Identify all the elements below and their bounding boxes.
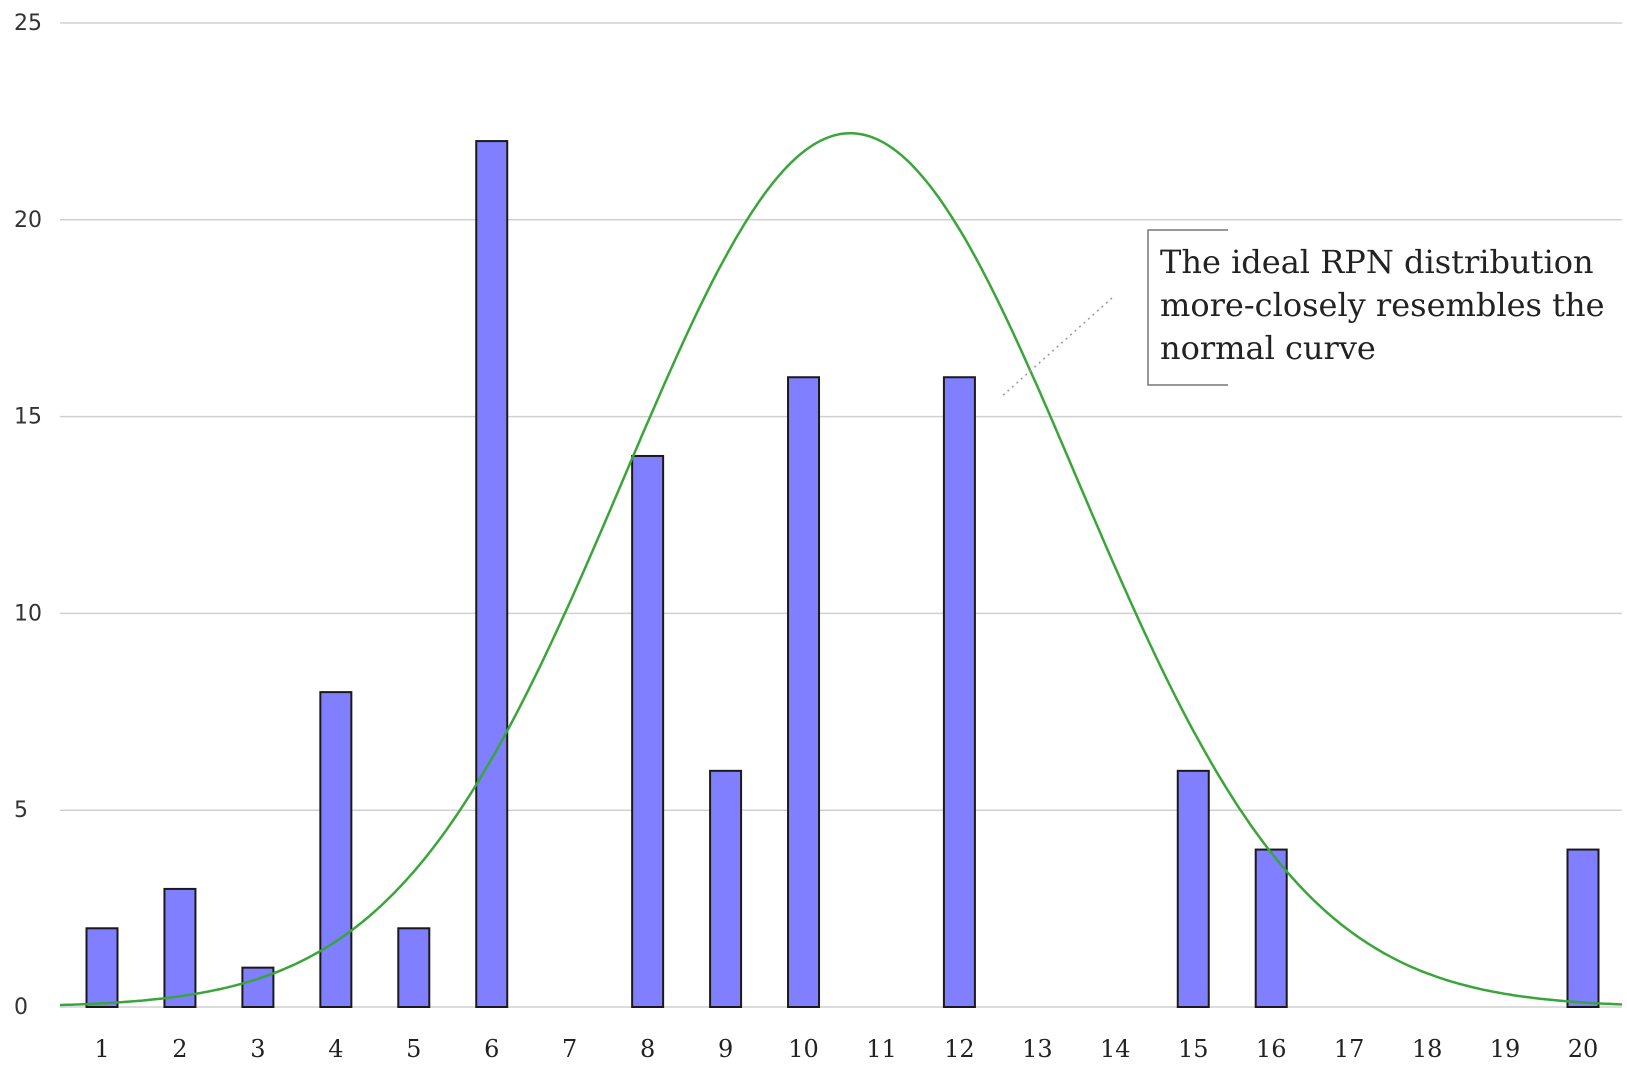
annotation-leader-line xyxy=(999,297,1113,399)
x-tick-label: 3 xyxy=(250,1035,265,1063)
bar xyxy=(709,769,743,1009)
bar xyxy=(163,887,197,1008)
bar xyxy=(1566,848,1600,1008)
normal-curve xyxy=(59,131,1623,1007)
bar xyxy=(1176,769,1210,1009)
x-tick-label: 18 xyxy=(1412,1035,1443,1063)
y-tick-label: 20 xyxy=(14,208,42,233)
x-tick-label: 7 xyxy=(562,1035,577,1063)
annotation-line-1: The ideal RPN distribution xyxy=(1160,243,1594,281)
y-tick-label: 0 xyxy=(14,995,28,1020)
bar xyxy=(85,927,119,1009)
x-tick-label: 15 xyxy=(1178,1035,1209,1063)
bar xyxy=(241,966,275,1009)
x-tick-label: 8 xyxy=(640,1035,655,1063)
x-tick-label: 13 xyxy=(1022,1035,1053,1063)
x-tick-label: 2 xyxy=(172,1035,187,1063)
bar xyxy=(1254,848,1288,1008)
gridlines xyxy=(60,22,1622,1008)
x-tick-label: 16 xyxy=(1256,1035,1287,1063)
x-tick-label: 19 xyxy=(1490,1035,1521,1063)
x-tick-label: 10 xyxy=(788,1035,819,1063)
bar xyxy=(319,691,353,1008)
x-tick-label: 1 xyxy=(94,1035,109,1063)
y-tick-label: 10 xyxy=(14,601,42,626)
bar xyxy=(475,140,509,1008)
y-tick-label: 25 xyxy=(14,11,42,36)
x-tick-label: 14 xyxy=(1100,1035,1131,1063)
annotation-line-3: normal curve xyxy=(1160,329,1376,367)
bar xyxy=(942,376,976,1008)
x-tick-label: 12 xyxy=(944,1035,975,1063)
y-tick-label: 15 xyxy=(14,405,42,430)
bar xyxy=(631,454,665,1008)
y-tick-label: 5 xyxy=(14,798,28,823)
x-tick-label: 17 xyxy=(1334,1035,1365,1063)
x-tick-label: 9 xyxy=(718,1035,733,1063)
bars xyxy=(85,140,1600,1009)
x-tick-label: 4 xyxy=(328,1035,343,1063)
bar xyxy=(397,927,431,1009)
x-tick-label: 20 xyxy=(1568,1035,1599,1063)
x-tick-label: 11 xyxy=(866,1035,897,1063)
annotation-bracket xyxy=(1147,229,1228,386)
y-axis-ticks: 0 5 10 15 20 25 xyxy=(14,11,42,1020)
x-tick-label: 5 xyxy=(406,1035,421,1063)
x-tick-label: 6 xyxy=(484,1035,499,1063)
annotation-line-2: more-closely resembles the xyxy=(1160,286,1605,324)
x-axis-ticks: 1 2 3 4 5 6 7 8 9 10 11 12 13 14 15 16 17 18 19 20 xyxy=(94,1035,1598,1063)
bar xyxy=(787,376,821,1008)
